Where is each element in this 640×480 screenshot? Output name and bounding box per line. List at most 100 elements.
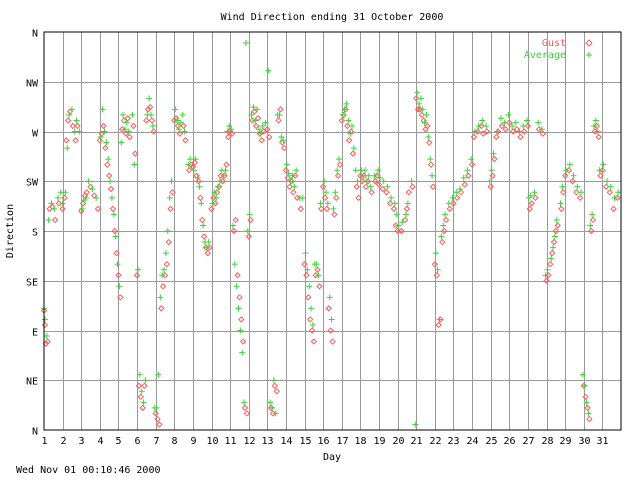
average-point [289,172,296,179]
gust-point [318,205,325,213]
average-point [177,119,184,126]
average-point [460,174,467,181]
x-tick-label: 30 [578,436,590,447]
average-point [136,371,143,378]
average-point [615,189,622,196]
average-point [345,117,352,124]
gust-point [392,222,399,229]
average-point [265,67,272,74]
gust-point [167,205,174,213]
average-point [404,200,411,207]
average-point [488,167,495,174]
gust-point [614,194,621,202]
average-point [270,377,277,384]
average-point [417,95,424,102]
plot-frame [43,31,622,431]
gust-point [230,227,238,235]
x-tick-label: 9 [190,436,196,447]
average-point [146,95,153,102]
gust-point [565,166,573,174]
average-point [168,178,175,185]
average-point [596,167,603,174]
average-point [352,167,359,174]
average-point [148,111,155,118]
x-tick-label: 4 [97,436,103,447]
gust-point [422,126,429,133]
average-point [326,294,333,301]
average-point [224,128,231,135]
gust-point [105,172,113,179]
average-point [112,233,119,240]
average-point [237,327,244,334]
average-point [399,219,406,226]
gust-point [316,283,323,290]
gust-point [560,189,567,196]
gust-point [584,404,591,412]
gust-point [329,338,336,345]
average-point [350,145,357,152]
average-point [187,156,194,163]
x-tick-label: 15 [299,436,311,447]
average-point [276,111,283,118]
gust-point [602,183,610,190]
average-point [341,106,348,113]
gust-point [494,128,502,135]
average-point [308,305,315,312]
gust-point [122,130,130,137]
gust-point [368,189,375,196]
gust-point [96,137,104,144]
gust-point [113,249,120,257]
gust-point [554,222,561,229]
gust-point [165,238,172,246]
footer-timestamp: Wed Nov 01 00:10:46 2000 [16,465,161,476]
x-tick-label: 20 [392,436,404,447]
gust-point [191,159,198,166]
average-point [419,106,426,113]
average-point [538,126,545,133]
average-point [574,183,581,190]
gust-point [359,178,366,185]
gust-point [517,133,524,141]
average-point [252,117,259,124]
average-point [354,178,361,185]
gust-point [232,216,239,224]
average-point [388,194,395,201]
y-tick-label: W [32,129,39,140]
gust-point [72,137,79,144]
average-point [293,167,300,174]
gust-point [416,106,424,113]
average-point [371,172,378,179]
gust-point [506,119,513,126]
gust-point [161,272,169,279]
average-point [103,139,110,146]
average-point [181,128,188,135]
gust-point [215,183,223,190]
gust-point [349,150,357,157]
gust-point [284,174,292,182]
x-tick-label: 27 [522,436,534,447]
gust-point [150,128,158,135]
average-point [131,161,138,168]
average-point [118,139,125,146]
average-point [267,399,274,406]
average-point [244,228,251,234]
gust-point [333,194,340,202]
average-point [142,377,149,384]
average-point [587,222,594,229]
average-point [376,174,383,181]
average-point [380,178,387,185]
gust-point [137,393,144,401]
gust-point [266,133,273,141]
gust-point [576,194,584,202]
gust-point [189,163,197,171]
average-point [509,122,516,129]
average-point [520,122,527,129]
average-point [449,194,456,201]
gust-point [154,415,161,423]
average-point [105,156,112,163]
average-point [299,194,306,201]
gust-point [364,178,372,185]
x-tick-label: 19 [373,436,385,447]
gust-point [424,122,431,130]
gust-point [107,185,115,193]
